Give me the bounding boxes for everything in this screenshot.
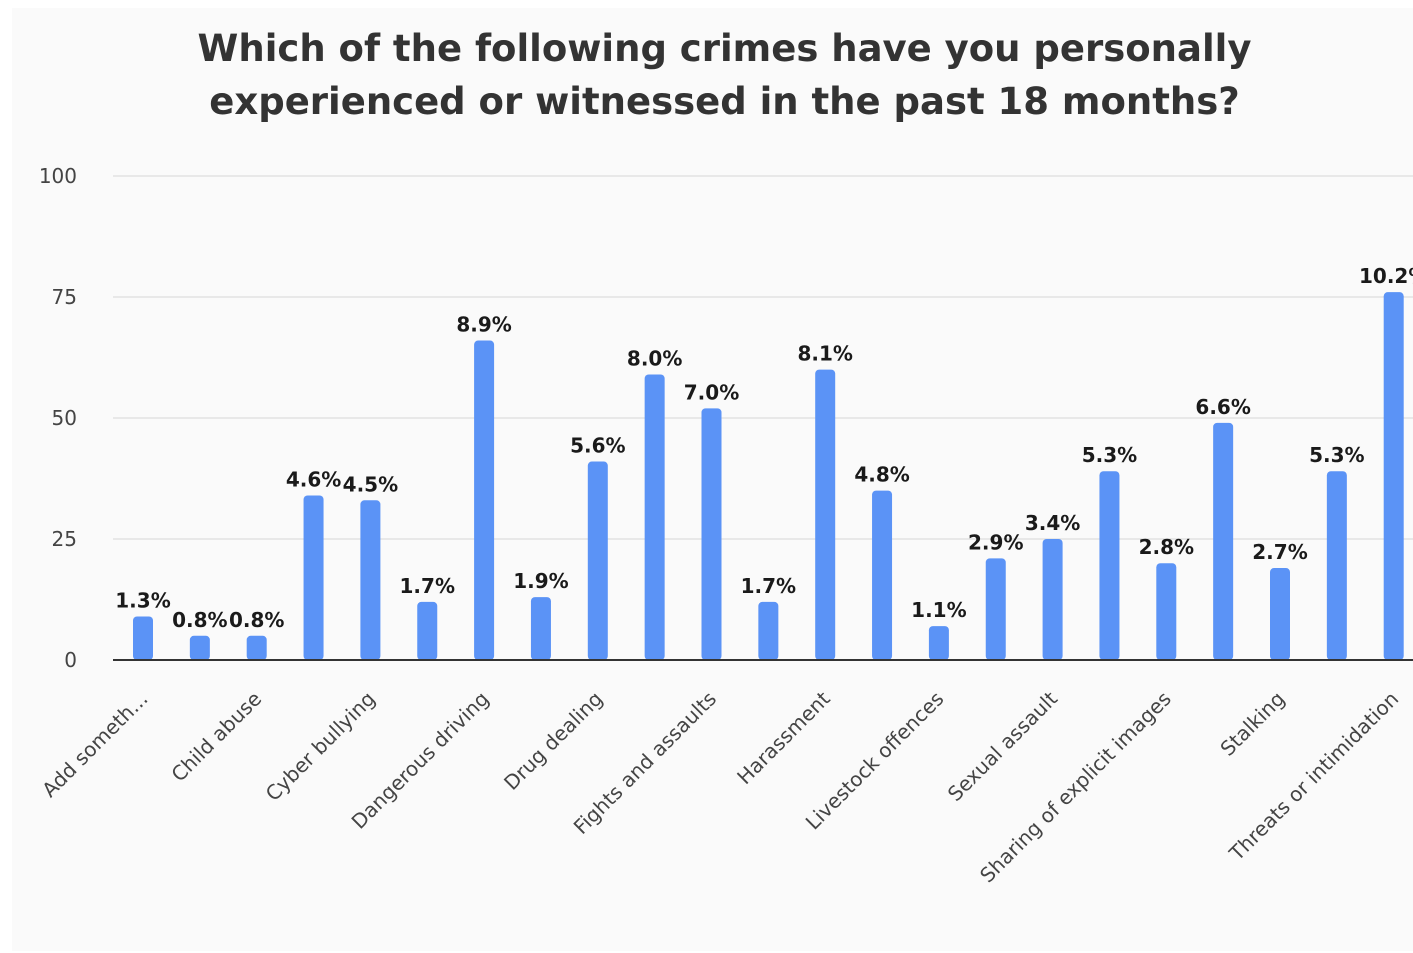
y-tick-label-25: 25 bbox=[52, 527, 77, 551]
data-label-0: 1.3% bbox=[115, 588, 170, 612]
data-label-2: 0.8% bbox=[229, 608, 284, 632]
bar-8 bbox=[587, 461, 608, 660]
x-tick-label-8: Drug dealing bbox=[499, 687, 607, 795]
data-label-5: 1.7% bbox=[400, 574, 455, 598]
bar-6 bbox=[474, 340, 495, 660]
bar-17 bbox=[1099, 471, 1120, 660]
data-label-8: 5.6% bbox=[570, 434, 625, 458]
x-tick-label-0: Add someth... bbox=[37, 687, 152, 802]
chart-title: Which of the following crimes have you p… bbox=[12, 22, 1413, 128]
bar-7 bbox=[530, 597, 551, 660]
data-label-19: 6.6% bbox=[1195, 395, 1250, 419]
data-label-6: 8.9% bbox=[456, 313, 511, 337]
data-label-20: 2.7% bbox=[1252, 540, 1307, 564]
x-tick-label-20: Stalking bbox=[1215, 687, 1289, 761]
bar-21 bbox=[1326, 471, 1347, 660]
data-label-3: 4.6% bbox=[286, 467, 341, 491]
data-label-1: 0.8% bbox=[172, 608, 227, 632]
data-label-12: 8.1% bbox=[797, 342, 852, 366]
bar-12 bbox=[815, 369, 836, 660]
bar-14 bbox=[928, 626, 949, 660]
data-label-4: 4.5% bbox=[343, 472, 398, 496]
bar-9 bbox=[644, 374, 665, 660]
bar-2 bbox=[246, 635, 267, 660]
chart-title-line-2: experienced or witnessed in the past 18 … bbox=[209, 80, 1240, 123]
bar-0 bbox=[133, 616, 153, 660]
data-label-14: 1.1% bbox=[911, 598, 966, 622]
x-tick-label-16: Sexual assault bbox=[943, 686, 1062, 805]
bar-15 bbox=[985, 558, 1006, 660]
y-tick-label-50: 50 bbox=[52, 406, 77, 430]
bar-10 bbox=[701, 408, 722, 660]
y-tick-label-0: 0 bbox=[64, 648, 77, 672]
bar-19 bbox=[1213, 422, 1234, 660]
x-tick-label-2: Child abuse bbox=[166, 687, 266, 787]
bar-16 bbox=[1042, 539, 1063, 660]
data-label-18: 2.8% bbox=[1139, 535, 1194, 559]
bar-13 bbox=[872, 490, 893, 660]
x-tick-label-18: Sharing of explicit images bbox=[975, 687, 1176, 888]
bar-11 bbox=[758, 601, 779, 660]
data-label-22: 10.2% bbox=[1359, 264, 1413, 288]
data-label-9: 8.0% bbox=[627, 346, 682, 370]
chart-title-line-1: Which of the following crimes have you p… bbox=[197, 27, 1252, 70]
data-label-15: 2.9% bbox=[968, 530, 1023, 554]
bar-4 bbox=[360, 500, 381, 660]
bar-3 bbox=[303, 495, 324, 660]
data-label-17: 5.3% bbox=[1082, 443, 1137, 467]
y-tick-label-75: 75 bbox=[52, 285, 77, 309]
x-tick-label-4: Cyber bullying bbox=[261, 687, 380, 806]
data-label-11: 1.7% bbox=[741, 574, 796, 598]
bar-22 bbox=[1383, 292, 1404, 660]
data-label-21: 5.3% bbox=[1309, 443, 1364, 467]
x-tick-label-12: Harassment bbox=[732, 686, 835, 789]
bar-20 bbox=[1270, 568, 1290, 660]
data-label-16: 3.4% bbox=[1025, 511, 1080, 535]
bar-1 bbox=[189, 635, 210, 660]
bar-18 bbox=[1156, 563, 1177, 660]
data-label-7: 1.9% bbox=[513, 569, 568, 593]
bar-5 bbox=[417, 601, 438, 660]
y-tick-label-100: 100 bbox=[39, 164, 77, 188]
data-label-13: 4.8% bbox=[854, 463, 909, 487]
data-label-10: 7.0% bbox=[684, 380, 739, 404]
